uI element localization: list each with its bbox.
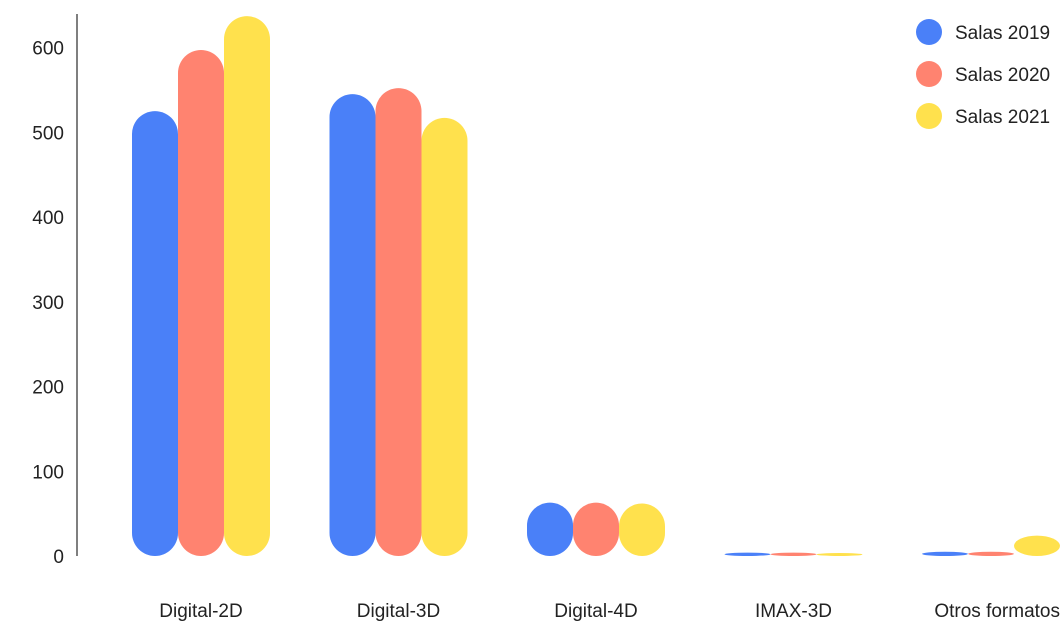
legend-label: Salas 2021 [955, 107, 1050, 128]
y-tick-label: 400 [32, 208, 64, 229]
x-category-label: Otros formatos [934, 601, 1060, 622]
bar [527, 502, 573, 556]
bar [224, 16, 270, 556]
x-category-label: IMAX-3D [755, 601, 832, 622]
y-tick-label: 500 [32, 123, 64, 144]
legend: Salas 2019 Salas 2020 Salas 2021 [916, 19, 1050, 129]
x-category-label: Digital-4D [554, 601, 637, 622]
y-tick-label: 600 [32, 39, 64, 60]
bar [132, 111, 178, 556]
legend-label: Salas 2020 [955, 65, 1050, 86]
y-tick-label: 0 [53, 547, 64, 568]
bar [421, 117, 468, 556]
x-axis-labels: Digital-2D Digital-3D Digital-4D IMAX-3D Otr… [159, 601, 1060, 622]
bar [816, 553, 863, 556]
bar [724, 552, 771, 556]
bar [922, 551, 968, 556]
y-axis-ticks: 0 100 200 300 400 500 600 [32, 39, 64, 569]
legend-swatch [916, 61, 942, 87]
bar [619, 503, 665, 556]
legend-swatch [916, 19, 942, 45]
x-category-label: Digital-2D [159, 601, 242, 622]
bar [375, 88, 422, 557]
bar [573, 502, 619, 556]
y-tick-label: 200 [32, 378, 64, 399]
bar [329, 94, 376, 557]
y-tick-label: 100 [32, 462, 64, 483]
y-tick-label: 300 [32, 293, 64, 314]
bar [178, 50, 224, 556]
x-category-label: Digital-3D [357, 601, 440, 622]
bar [1014, 535, 1060, 556]
legend-label: Salas 2019 [955, 23, 1050, 44]
bar [968, 551, 1014, 556]
bars-group [132, 16, 1060, 557]
legend-swatch [916, 103, 942, 129]
bar [770, 552, 817, 556]
